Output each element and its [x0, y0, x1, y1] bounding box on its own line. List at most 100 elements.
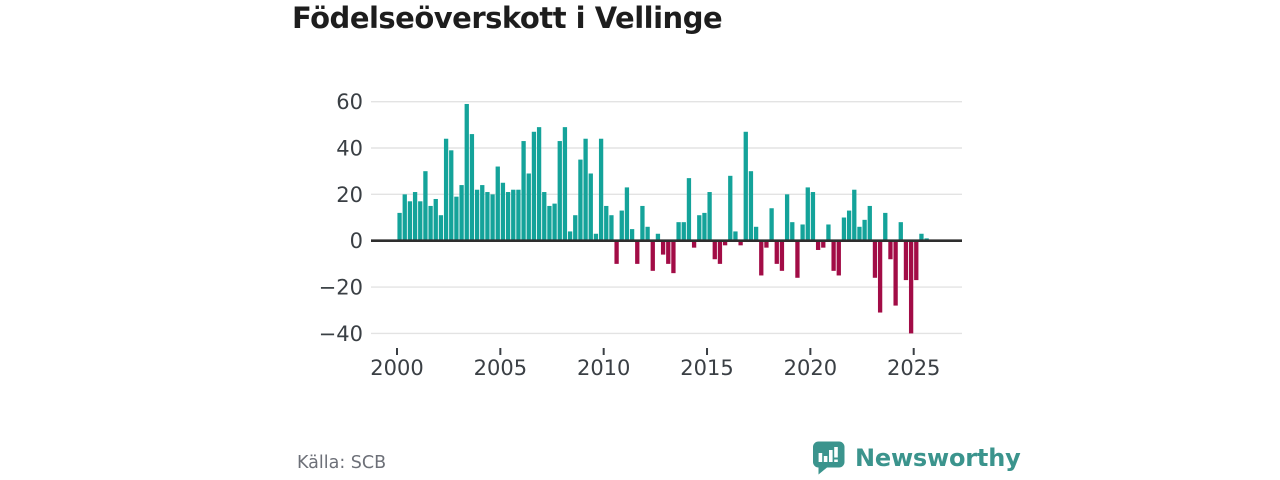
bar-2010-q3 — [614, 240, 619, 264]
bar-2018-q2 — [774, 240, 779, 264]
bar-2017-q3 — [759, 240, 764, 276]
bar-2011-q3 — [635, 240, 640, 264]
bar-2008-q4 — [578, 159, 583, 241]
bar-2015-q4 — [722, 240, 728, 246]
bar-2006-q4 — [536, 127, 542, 241]
x-tick-label-2020: 2020 — [784, 356, 837, 380]
bar-2015-q1 — [707, 192, 712, 241]
bar-2000-q4 — [412, 192, 418, 241]
bar-2020-q4 — [826, 224, 831, 241]
bar-2023-q3 — [883, 212, 888, 241]
y-tick-label-40: 40 — [336, 137, 363, 161]
bar-2017-q2 — [753, 226, 759, 241]
x-tick-label-2015: 2015 — [680, 356, 733, 380]
bar-2007-q3 — [552, 203, 557, 241]
bar-2021-q3 — [841, 217, 847, 241]
y-tick-label-20: 20 — [336, 183, 363, 207]
bar-2016-q1 — [728, 175, 733, 241]
newsworthy-logo-text: Newsworthy — [855, 444, 1021, 472]
bar-2011-q2 — [629, 229, 635, 241]
bar-2007-q2 — [547, 205, 552, 241]
x-tick-label-2010: 2010 — [577, 356, 630, 380]
y-tick-label-0: 0 — [350, 229, 363, 253]
bar-2002-q2 — [443, 138, 449, 241]
bar-2019-q4 — [805, 187, 810, 241]
newsworthy-logo-icon — [813, 441, 845, 475]
bar-2015-q2 — [712, 240, 717, 260]
bar-2006-q1 — [521, 141, 526, 241]
bar-2001-q3 — [428, 205, 433, 241]
bar-2014-q3 — [697, 215, 702, 241]
newsworthy-logo: Newsworthy — [810, 440, 1021, 476]
bar-2003-q2 — [464, 103, 469, 241]
logo-bar-3 — [829, 450, 833, 462]
bar-2003-q4 — [474, 189, 480, 241]
bar-2002-q3 — [449, 150, 454, 241]
bar-2024-q2 — [898, 222, 903, 241]
bar-2018-q3 — [779, 240, 785, 271]
bar-2000-q2 — [402, 194, 407, 241]
bar-2017-q1 — [748, 171, 754, 241]
bar-2019-q1 — [790, 222, 795, 241]
bar-2010-q1 — [604, 205, 609, 241]
bar-2023-q2 — [877, 240, 883, 313]
bar-2021-q2 — [836, 240, 841, 276]
bar-2004-q2 — [485, 192, 490, 241]
bar-2005-q3 — [511, 189, 516, 241]
bar-2024-q1 — [893, 240, 898, 306]
bar-2009-q2 — [588, 173, 593, 241]
bar-2008-q2 — [567, 231, 573, 241]
bar-2011-q4 — [640, 205, 645, 241]
bar-2025-q1 — [914, 240, 919, 281]
bar-2020-q1 — [810, 192, 816, 241]
bar-2008-q1 — [562, 127, 568, 241]
y-tick-label-60: 60 — [336, 90, 363, 114]
bar-2000-q3 — [407, 201, 413, 241]
bar-2004-q3 — [490, 194, 495, 241]
bar-2010-q2 — [609, 215, 614, 241]
chart-title: Födelseöverskott i Vellinge — [292, 1, 723, 35]
bar-2018-q1 — [769, 208, 774, 241]
bar-2012-q3 — [655, 233, 661, 241]
bar-2006-q2 — [526, 173, 531, 241]
bar-2005-q4 — [516, 189, 521, 241]
bar-2004-q4 — [495, 166, 500, 241]
bar-2004-q1 — [480, 185, 485, 241]
bar-2001-q1 — [418, 201, 423, 241]
bar-2013-q2 — [671, 240, 676, 274]
bar-2009-q4 — [598, 138, 604, 241]
bar-2006-q3 — [531, 131, 537, 241]
bar-2021-q1 — [831, 240, 836, 271]
bar-2005-q2 — [505, 192, 511, 241]
bar-2001-q2 — [423, 171, 428, 241]
bar-2013-q4 — [681, 222, 686, 241]
bar-2025-q2 — [919, 233, 924, 241]
bar-2012-q1 — [645, 226, 650, 241]
bar-2020-q3 — [821, 240, 826, 248]
bar-2011-q1 — [624, 187, 630, 241]
bar-2023-q1 — [872, 240, 878, 278]
bar-2007-q1 — [542, 192, 547, 241]
bar-2014-q1 — [686, 178, 692, 241]
bar-2009-q1 — [583, 138, 588, 241]
bar-2022-q3 — [862, 219, 867, 241]
bar-2022-q2 — [857, 226, 862, 241]
logo-exclamation-dot — [834, 459, 838, 462]
bar-2019-q3 — [800, 224, 805, 241]
bar-2003-q3 — [469, 134, 475, 241]
bar-2023-q4 — [888, 240, 893, 260]
bar-2002-q4 — [454, 196, 459, 241]
speech-bubble-shape — [813, 441, 845, 475]
bar-2009-q3 — [593, 233, 599, 241]
logo-bar-1 — [818, 453, 823, 462]
bar-2015-q3 — [717, 240, 723, 264]
x-tick-label-2025: 2025 — [887, 356, 940, 380]
bar-2014-q2 — [691, 240, 697, 248]
bar-2022-q4 — [867, 205, 872, 241]
bar-2017-q4 — [764, 240, 769, 248]
bar-2001-q4 — [433, 198, 438, 241]
x-tick-label-2005: 2005 — [474, 356, 527, 380]
x-tick-label-2000: 2000 — [370, 356, 423, 380]
bar-2003-q1 — [459, 185, 464, 241]
